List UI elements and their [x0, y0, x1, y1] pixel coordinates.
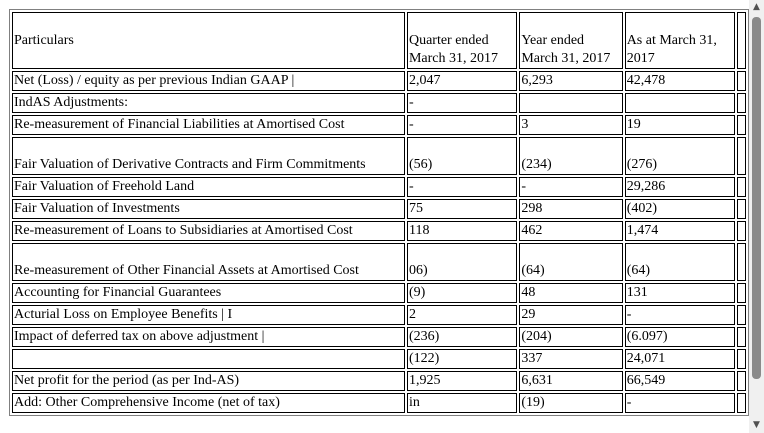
row-quarter-value: (56)	[406, 137, 518, 175]
table-row: IndAS Adjustments: -	[12, 93, 746, 113]
row-year-value: 48	[519, 283, 623, 303]
header-year-ended: Year ended March 31, 2017	[519, 12, 623, 69]
row-filler-cell	[737, 243, 746, 281]
row-year-value: (204)	[519, 327, 623, 347]
table-row: Re-measurement of Financial Liabilities …	[12, 115, 746, 135]
row-year-value: 3	[519, 115, 623, 135]
row-filler-cell	[737, 137, 746, 175]
row-particulars: Re-measurement of Financial Liabilities …	[12, 115, 405, 135]
scroll-down-arrow-icon[interactable]: ▼	[753, 420, 760, 430]
row-year-value: (19)	[519, 393, 623, 413]
row-particulars: Re-measurement of Other Financial Assets…	[12, 243, 405, 281]
scrollbar-thumb[interactable]	[752, 17, 761, 379]
row-year-value: 29	[519, 305, 623, 325]
vertical-scrollbar[interactable]: ▲ ▼	[749, 0, 764, 433]
row-filler-cell	[737, 305, 746, 325]
table-row: Net (Loss) / equity as per previous Indi…	[12, 71, 746, 91]
row-filler-cell	[737, 221, 746, 241]
row-particulars: Fair Valuation of Freehold Land	[12, 177, 405, 197]
row-particulars: Net (Loss) / equity as per previous Indi…	[12, 71, 405, 91]
row-asat-value: (276)	[624, 137, 736, 175]
row-filler-cell	[737, 371, 746, 391]
table-row: Impact of deferred tax on above adjustme…	[12, 327, 746, 347]
row-quarter-value: 75	[406, 199, 518, 219]
table-row: Net profit for the period (as per Ind-AS…	[12, 371, 746, 391]
row-year-value: (234)	[519, 137, 623, 175]
row-asat-value: (6.097)	[624, 327, 736, 347]
row-filler-cell	[737, 71, 746, 91]
row-asat-value: 66,549	[624, 371, 736, 391]
row-asat-value: 24,071	[624, 349, 736, 369]
header-particulars: Particulars	[12, 12, 405, 69]
row-quarter-value: in	[406, 393, 518, 413]
row-filler-cell	[737, 93, 746, 113]
row-asat-value: -	[624, 305, 736, 325]
row-asat-value: 1,474	[624, 221, 736, 241]
table-row: Accounting for Financial Guarantees (9) …	[12, 283, 746, 303]
row-particulars: Re-measurement of Loans to Subsidiaries …	[12, 221, 405, 241]
row-particulars: Add: Other Comprehensive Income (net of …	[12, 393, 405, 413]
row-particulars: Accounting for Financial Guarantees	[12, 283, 405, 303]
row-asat-value: (402)	[624, 199, 736, 219]
row-asat-value: 131	[624, 283, 736, 303]
row-quarter-value: (9)	[406, 283, 518, 303]
row-year-value: 462	[519, 221, 623, 241]
row-quarter-value: 118	[406, 221, 518, 241]
row-asat-value: -	[624, 393, 736, 413]
row-quarter-value: (122)	[406, 349, 518, 369]
row-year-value: 298	[519, 199, 623, 219]
row-asat-value	[624, 93, 736, 113]
row-filler-cell	[737, 393, 746, 413]
row-year-value	[519, 93, 623, 113]
table-row: Fair Valuation of Freehold Land - - 29,2…	[12, 177, 746, 197]
row-particulars: Fair Valuation of Derivative Contracts a…	[12, 137, 405, 175]
row-filler-cell	[737, 349, 746, 369]
row-quarter-value: -	[406, 115, 518, 135]
table-header-row: Particulars Quarter ended March 31, 2017…	[12, 12, 746, 69]
row-year-value: -	[519, 177, 623, 197]
row-year-value: 6,631	[519, 371, 623, 391]
row-quarter-value: 06)	[406, 243, 518, 281]
row-quarter-value: 2	[406, 305, 518, 325]
row-year-value: 6,293	[519, 71, 623, 91]
row-filler-cell	[737, 327, 746, 347]
row-filler-cell	[737, 283, 746, 303]
row-quarter-value: 2,047	[406, 71, 518, 91]
row-asat-value: 19	[624, 115, 736, 135]
header-as-at: As at March 31, 2017	[624, 12, 736, 69]
row-asat-value: 29,286	[624, 177, 736, 197]
row-year-value: 337	[519, 349, 623, 369]
row-particulars	[12, 349, 405, 369]
row-quarter-value: -	[406, 93, 518, 113]
table-row: Acturial Loss on Employee Benefits | I 2…	[12, 305, 746, 325]
row-quarter-value: 1,925	[406, 371, 518, 391]
header-filler-cell	[737, 12, 746, 69]
row-year-value: (64)	[519, 243, 623, 281]
row-quarter-value: (236)	[406, 327, 518, 347]
row-particulars: Net profit for the period (as per Ind-AS…	[12, 371, 405, 391]
scroll-up-arrow-icon[interactable]: ▲	[753, 2, 760, 12]
financial-reconciliation-table: Particulars Quarter ended March 31, 2017…	[9, 9, 749, 416]
row-particulars: IndAS Adjustments:	[12, 93, 405, 113]
header-quarter-ended: Quarter ended March 31, 2017	[406, 12, 518, 69]
row-quarter-value: -	[406, 177, 518, 197]
table-row: Fair Valuation of Investments 75 298 (40…	[12, 199, 746, 219]
table-row: Re-measurement of Loans to Subsidiaries …	[12, 221, 746, 241]
table-row: Fair Valuation of Derivative Contracts a…	[12, 137, 746, 175]
row-asat-value: 42,478	[624, 71, 736, 91]
row-filler-cell	[737, 115, 746, 135]
row-particulars: Fair Valuation of Investments	[12, 199, 405, 219]
table-row: Re-measurement of Other Financial Assets…	[12, 243, 746, 281]
row-particulars: Acturial Loss on Employee Benefits | I	[12, 305, 405, 325]
row-filler-cell	[737, 177, 746, 197]
row-particulars: Impact of deferred tax on above adjustme…	[12, 327, 405, 347]
row-filler-cell	[737, 199, 746, 219]
table-row: Add: Other Comprehensive Income (net of …	[12, 393, 746, 413]
row-asat-value: (64)	[624, 243, 736, 281]
table-row: (122) 337 24,071	[12, 349, 746, 369]
